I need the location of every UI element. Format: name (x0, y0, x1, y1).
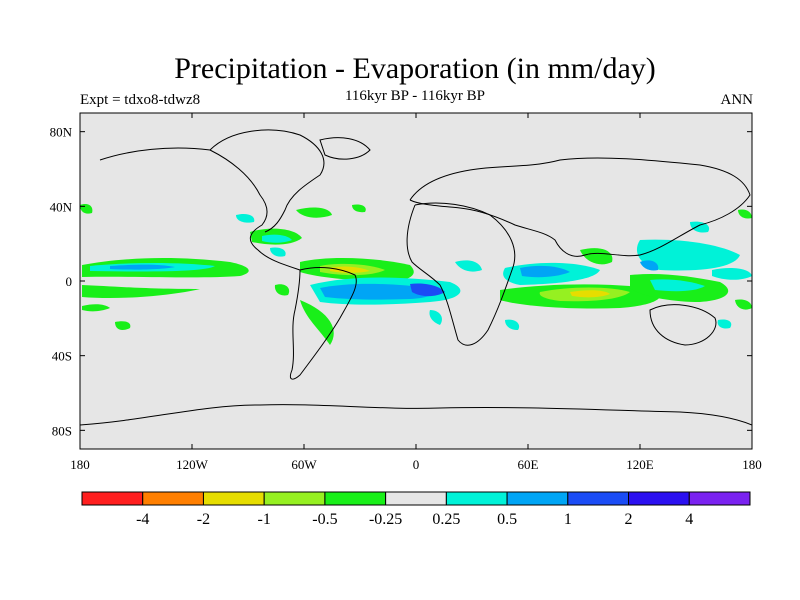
canada-coast (209, 129, 325, 233)
x-tick-label: 60W (291, 457, 317, 472)
anomaly-fields (80, 203, 752, 345)
map-subtitle: 116kyr BP - 116kyr BP (344, 88, 485, 104)
x-tick-label: 0 (413, 457, 420, 472)
y-tick-label: 0 (66, 274, 73, 289)
colorbar-swatch (81, 491, 144, 506)
axis-ticks: 180 120W 60W 0 60E 120E 180 80N 40N 0 40S 80S (50, 113, 762, 472)
colorbar-label: -4 (136, 511, 149, 528)
colorbar-swatch (385, 491, 447, 506)
colorbar-swatch (263, 491, 326, 506)
period-label: ANN (720, 92, 754, 108)
coastlines (80, 129, 752, 426)
colorbar-swatch (445, 491, 508, 506)
colorbar-swatch (142, 491, 204, 506)
colorbar-swatch (506, 491, 569, 506)
colorbar-swatch (202, 491, 265, 506)
north-america-coast (99, 147, 301, 271)
africa-coast (406, 202, 516, 346)
colorbar: -4 -2 -1 -0.5 -0.25 0.25 0.5 1 2 4 (81, 491, 751, 528)
colorbar-label: 4 (685, 511, 693, 528)
eurasia-coast (409, 157, 751, 257)
atlantic-field (300, 258, 482, 345)
colorbar-swatch (324, 491, 387, 506)
x-tick-label: 180 (742, 457, 762, 472)
antarctica-coast (80, 404, 752, 426)
colorbar-swatch (567, 491, 630, 506)
colorbar-label: -1 (258, 511, 271, 528)
x-tick-label: 120E (626, 457, 654, 472)
south-america-coast (289, 267, 357, 380)
colorbar-label: -0.5 (312, 511, 337, 528)
colorbar-swatch (688, 491, 751, 506)
map-title: Precipitation - Evaporation (in mm/day) (174, 52, 656, 85)
y-tick-label: 80S (52, 423, 72, 438)
west-pacific-field (580, 209, 752, 329)
indian-ocean-field (500, 262, 660, 330)
y-tick-label: 80N (50, 125, 73, 140)
colorbar-swatch (628, 491, 690, 506)
north-atlantic-field (236, 204, 366, 257)
y-tick-label: 40S (52, 349, 72, 364)
x-tick-label: 60E (518, 457, 539, 472)
experiment-label: Expt = tdxo8-tdwz8 (80, 92, 201, 108)
colorbar-label: 1 (564, 511, 572, 528)
greenland-coast (319, 137, 371, 160)
colorbar-label: -0.25 (369, 511, 402, 528)
y-tick-label: 40N (50, 199, 73, 214)
pacific-itcz-field (82, 258, 249, 330)
x-tick-label: 120W (176, 457, 209, 472)
colorbar-label: 0.25 (432, 511, 460, 528)
x-tick-label: 180 (70, 457, 90, 472)
colorbar-label: 0.5 (497, 511, 517, 528)
australia-coast (649, 304, 717, 346)
colorbar-label: 2 (625, 511, 633, 528)
colorbar-label: -2 (197, 511, 210, 528)
